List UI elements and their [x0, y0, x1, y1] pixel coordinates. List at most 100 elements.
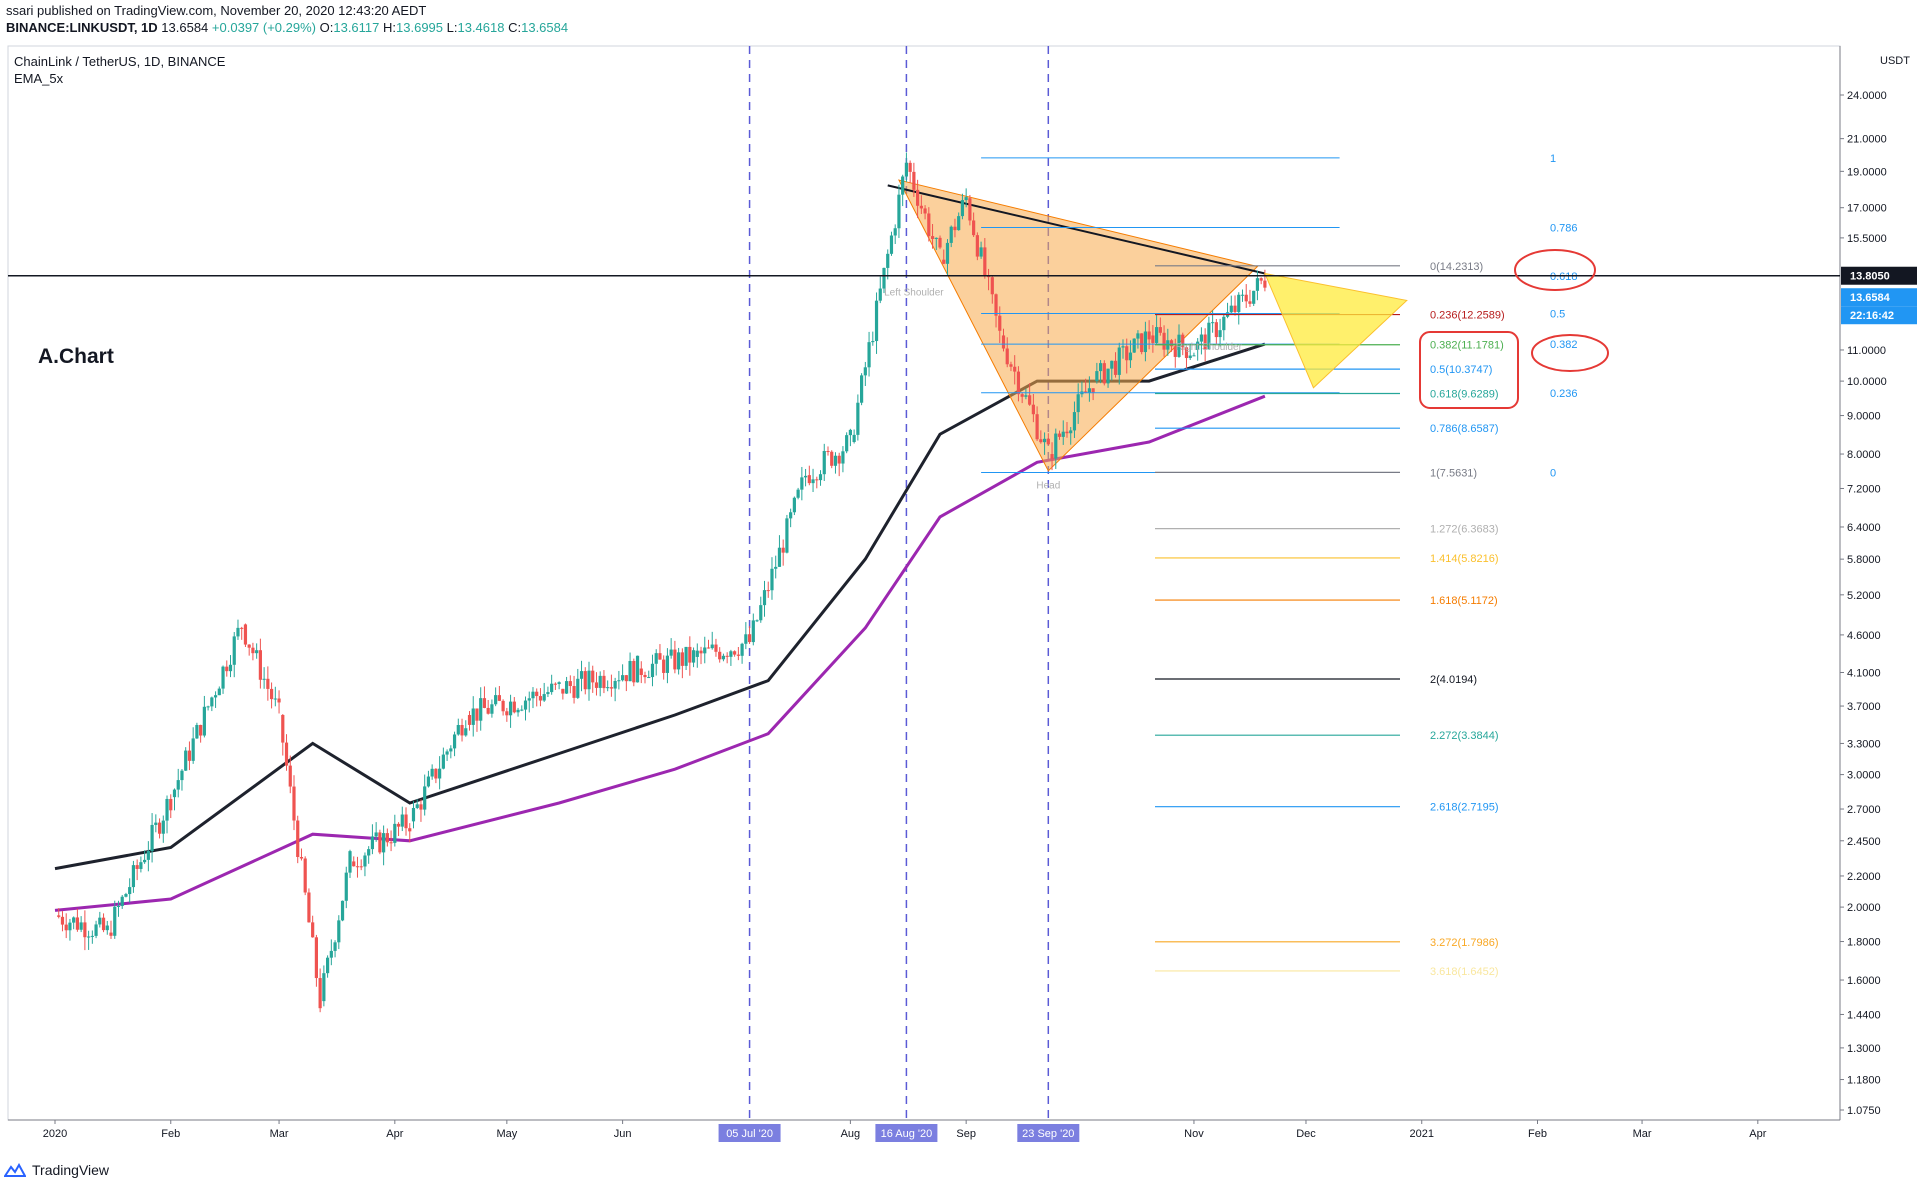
x-tick-label: Feb [161, 1128, 180, 1140]
candle-body [990, 277, 994, 295]
candle-body [800, 477, 804, 490]
x-tick-label: Apr [1749, 1128, 1766, 1140]
candle-body [57, 915, 61, 917]
candle-body [721, 655, 726, 660]
footer-brand: TradingView [32, 1162, 110, 1178]
candle-body [445, 751, 449, 755]
fib-retracement-label: 0.5 [1550, 308, 1565, 320]
y-tick-label: 5.8000 [1847, 554, 1881, 566]
candle-body [1169, 340, 1174, 347]
candle-body [867, 342, 871, 368]
candle-body [396, 823, 401, 827]
fib-extension-label: 2(4.0194) [1430, 674, 1477, 686]
candle-body [1162, 332, 1166, 350]
candle-body [714, 644, 718, 652]
x-tick-label: Apr [386, 1128, 403, 1140]
candle-body [1072, 412, 1077, 431]
date-marker-label: 05 Jul '20 [726, 1128, 773, 1140]
candle-body [841, 451, 845, 464]
candle-body [441, 754, 445, 769]
fib-extension-label: 1.414(5.8216) [1430, 553, 1499, 565]
candle-body [318, 978, 322, 1009]
candle-body [774, 566, 778, 569]
candle-body [1095, 371, 1099, 382]
candle-body [382, 833, 386, 853]
candle-body [1098, 363, 1103, 372]
candle-body [359, 866, 363, 868]
candle-body [733, 651, 737, 655]
candle-body [945, 242, 950, 264]
candle-body [826, 451, 830, 453]
tradingview-footer[interactable]: TradingView [4, 1162, 109, 1178]
candle-body [1143, 331, 1147, 353]
candle-body [598, 675, 602, 688]
candle-body [146, 851, 150, 860]
candle-body [953, 226, 957, 231]
fib-extension-label: 3.272(1.7986) [1430, 937, 1499, 949]
candle-body [471, 708, 475, 725]
fib-extension-label: 0.618(9.6289) [1430, 388, 1499, 400]
candle-body [374, 832, 378, 837]
y-tick-label: 6.4000 [1847, 522, 1881, 534]
candle-body [747, 634, 752, 643]
fib-extension-label: 0.5(10.3747) [1430, 364, 1492, 376]
candle-body [277, 698, 281, 703]
candle-body [1155, 327, 1159, 343]
y-tick-label: 19.0000 [1847, 166, 1887, 178]
candle-body [934, 237, 938, 239]
candle-body [240, 627, 244, 629]
candle-body [624, 675, 628, 682]
candle-body [994, 294, 998, 316]
candle-body [124, 894, 128, 897]
high-label: H: [383, 20, 397, 35]
candle-body [75, 917, 80, 930]
candle-body [266, 678, 270, 689]
candle-body [527, 698, 531, 701]
candle-body [912, 171, 916, 190]
candle-body [762, 590, 767, 606]
y-tick-label: 21.0000 [1847, 134, 1887, 146]
candle-body [273, 698, 277, 700]
candle-body [647, 677, 651, 679]
projection-triangle [1264, 272, 1408, 389]
candle-body [64, 924, 68, 931]
candle-body [165, 798, 169, 821]
candle-body [789, 512, 793, 519]
candle-body [400, 814, 404, 827]
candle-body [677, 652, 681, 670]
candle-body [815, 479, 819, 481]
legend-pair[interactable]: ChainLink / TetherUS, 1D, BINANCE [14, 54, 226, 69]
candle-body [740, 643, 744, 656]
candle-body [494, 695, 498, 705]
candle-body [1039, 439, 1043, 443]
candle-body [1207, 322, 1211, 350]
candle-body [1005, 348, 1009, 365]
pattern-area [897, 179, 1259, 472]
fib-extension-label: 0(14.2313) [1430, 261, 1483, 273]
legend-indicator[interactable]: EMA_5x [14, 71, 64, 86]
candle-body [535, 691, 539, 697]
candle-body [516, 709, 520, 713]
candle-body [367, 849, 371, 856]
candle-body [546, 692, 550, 695]
candle-body [1199, 334, 1204, 342]
candle-body [1181, 334, 1185, 348]
candle-body [621, 675, 625, 681]
candle-body [292, 786, 296, 821]
price-tag-label: 13.8050 [1850, 271, 1890, 283]
pattern-label: Head [1036, 480, 1060, 491]
candle-body [785, 518, 789, 553]
candle-body [1106, 368, 1110, 384]
candle-body [845, 435, 849, 452]
chart-annotation: A.Chart [38, 345, 114, 368]
candle-body [643, 674, 647, 678]
y-tick-label: 3.0000 [1847, 770, 1881, 782]
candle-body [355, 866, 360, 868]
highlight-circle [1514, 249, 1596, 291]
candle-body [191, 738, 195, 761]
candle-body [157, 822, 162, 834]
candle-body [662, 659, 666, 673]
candle-body [98, 917, 102, 925]
x-tick-label: May [496, 1128, 517, 1140]
